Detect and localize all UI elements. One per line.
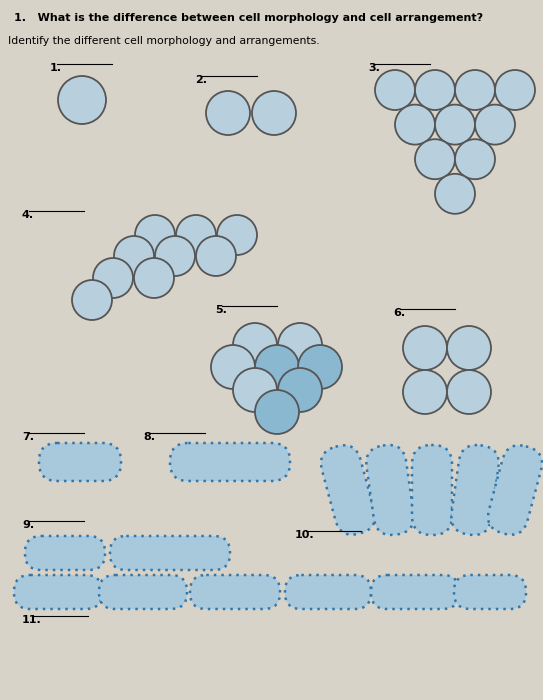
- Text: 6.: 6.: [393, 308, 405, 318]
- Circle shape: [455, 70, 495, 110]
- FancyBboxPatch shape: [14, 575, 102, 609]
- Circle shape: [415, 139, 455, 179]
- FancyBboxPatch shape: [39, 443, 121, 481]
- Circle shape: [72, 280, 112, 320]
- FancyBboxPatch shape: [285, 575, 371, 609]
- Circle shape: [135, 215, 175, 255]
- Circle shape: [455, 139, 495, 179]
- FancyBboxPatch shape: [371, 575, 459, 609]
- Circle shape: [196, 236, 236, 276]
- Circle shape: [495, 70, 535, 110]
- Circle shape: [58, 76, 106, 124]
- Text: 5.: 5.: [215, 305, 227, 315]
- Circle shape: [298, 345, 342, 389]
- Text: 7.: 7.: [22, 432, 34, 442]
- Circle shape: [93, 258, 133, 298]
- Circle shape: [114, 236, 154, 276]
- Circle shape: [233, 368, 277, 412]
- FancyBboxPatch shape: [488, 445, 542, 535]
- FancyBboxPatch shape: [367, 445, 414, 535]
- Circle shape: [403, 370, 447, 414]
- Circle shape: [447, 326, 491, 370]
- Circle shape: [375, 70, 415, 110]
- FancyBboxPatch shape: [321, 445, 375, 535]
- Circle shape: [435, 104, 475, 145]
- FancyBboxPatch shape: [454, 575, 526, 609]
- Circle shape: [403, 326, 447, 370]
- FancyBboxPatch shape: [451, 445, 498, 535]
- Circle shape: [255, 345, 299, 389]
- FancyBboxPatch shape: [412, 445, 452, 535]
- Text: 3.: 3.: [368, 63, 380, 73]
- Circle shape: [134, 258, 174, 298]
- Circle shape: [155, 236, 195, 276]
- FancyBboxPatch shape: [99, 575, 187, 609]
- Circle shape: [447, 370, 491, 414]
- FancyBboxPatch shape: [170, 443, 290, 481]
- Circle shape: [278, 323, 322, 367]
- Circle shape: [395, 104, 435, 145]
- Circle shape: [475, 104, 515, 145]
- Text: 2.: 2.: [195, 75, 207, 85]
- Circle shape: [176, 215, 216, 255]
- Text: 1.   What is the difference between cell morphology and cell arrangement?: 1. What is the difference between cell m…: [14, 13, 483, 23]
- Text: 11.: 11.: [22, 615, 42, 625]
- FancyBboxPatch shape: [25, 536, 105, 570]
- Circle shape: [211, 345, 255, 389]
- Text: 4.: 4.: [22, 210, 34, 220]
- Text: 9.: 9.: [22, 520, 34, 530]
- Text: 10.: 10.: [295, 530, 314, 540]
- Circle shape: [415, 70, 455, 110]
- Circle shape: [233, 323, 277, 367]
- FancyBboxPatch shape: [190, 575, 280, 609]
- Circle shape: [278, 368, 322, 412]
- Circle shape: [217, 215, 257, 255]
- Circle shape: [206, 91, 250, 135]
- Text: Identify the different cell morphology and arrangements.: Identify the different cell morphology a…: [8, 36, 320, 46]
- Text: 8.: 8.: [143, 432, 155, 442]
- Text: 1.: 1.: [50, 63, 62, 73]
- Circle shape: [255, 390, 299, 434]
- FancyBboxPatch shape: [110, 536, 230, 570]
- Circle shape: [435, 174, 475, 214]
- Circle shape: [252, 91, 296, 135]
